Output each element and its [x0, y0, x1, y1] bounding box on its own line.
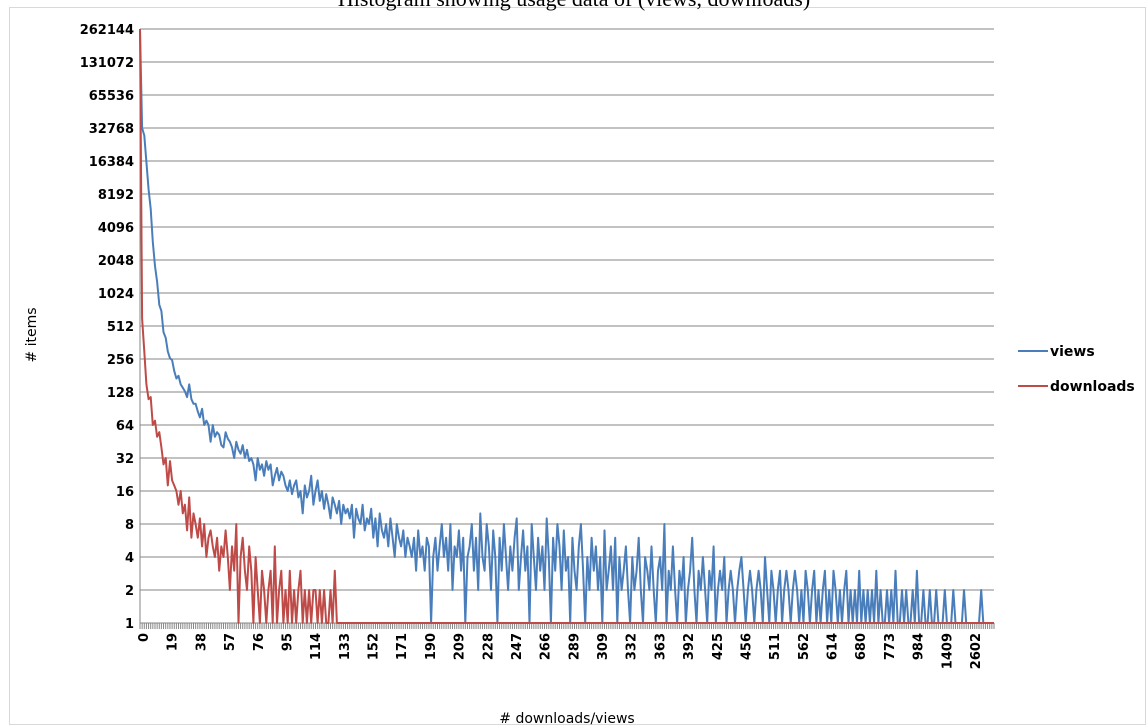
x-tick-label: 363	[653, 633, 668, 660]
y-tick-label: 1	[125, 617, 134, 632]
y-tick-label: 262144	[80, 23, 134, 38]
y-tick-label: 2048	[98, 254, 134, 269]
x-tick-label: 984	[912, 633, 927, 660]
x-tick-label: 511	[768, 633, 783, 660]
x-tick-label: 209	[453, 633, 468, 660]
series-lines	[139, 28, 994, 624]
y-tick-label: 1024	[98, 287, 134, 302]
x-tick-label: 190	[424, 633, 439, 660]
x-axis-label: # downloads/views	[499, 711, 634, 727]
y-tick-label: 131072	[80, 56, 134, 71]
x-tick-label: 1409	[940, 633, 955, 669]
y-axis-ticks: 1 2 4 8 16 32 64 128 256 512 1024 2048 4096 8192 16384…	[80, 23, 134, 632]
y-tick-label: 32768	[89, 122, 134, 137]
y-axis-label: # items	[24, 307, 40, 362]
y-tick-label: 512	[107, 320, 134, 335]
x-tick-label: 332	[625, 633, 640, 660]
x-tick-label: 114	[309, 633, 324, 660]
x-tick-label: 171	[395, 633, 410, 660]
y-tick-label: 64	[116, 419, 134, 434]
x-tick-label: 38	[194, 633, 209, 651]
x-tick-label: 425	[711, 633, 726, 660]
x-tick-label: 289	[567, 633, 582, 660]
x-tick-label: 680	[854, 633, 869, 660]
legend-label-views: views	[1050, 344, 1095, 360]
series-line-views	[139, 28, 994, 624]
x-tick-label: 266	[539, 633, 554, 660]
x-tick-label: 614	[826, 633, 841, 660]
y-tick-label: 4	[125, 551, 134, 566]
y-tick-label: 65536	[89, 89, 134, 104]
x-tick-label: 247	[510, 633, 525, 660]
y-tick-label: 8192	[98, 188, 134, 203]
x-tick-label: 2602	[969, 633, 984, 669]
y-tick-label: 16384	[89, 155, 134, 170]
chart-frame	[9, 7, 1146, 725]
legend-label-downloads: downloads	[1050, 379, 1135, 395]
y-tick-label: 128	[107, 386, 134, 401]
x-axis-ticks: 0 19 38 57 76 95 114 133 152 171 190 209 228 247 266 28…	[137, 633, 984, 669]
x-tick-label: 133	[338, 633, 353, 660]
x-tick-label: 392	[682, 633, 697, 660]
legend: views downloads	[1018, 344, 1135, 395]
x-tick-label: 456	[739, 633, 754, 660]
series-line-downloads	[139, 28, 397, 624]
x-tick-label: 562	[797, 633, 812, 660]
x-tick-label: 95	[280, 633, 295, 651]
x-tick-label: 309	[596, 633, 611, 660]
x-tick-label: 57	[223, 633, 238, 651]
y-tick-label: 4096	[98, 221, 134, 236]
chart-title: Histogram showing usage data of (views, …	[0, 0, 1148, 12]
x-tick-label: 19	[166, 633, 181, 651]
x-tick-label: 76	[252, 633, 267, 651]
x-tick-label: 228	[481, 633, 496, 660]
y-tick-label: 256	[107, 353, 134, 368]
gridlines	[139, 28, 995, 629]
x-tick-label: 0	[137, 633, 152, 642]
x-tick-label: 152	[367, 633, 382, 660]
y-tick-label: 32	[116, 452, 134, 467]
y-tick-label: 2	[125, 584, 134, 599]
y-tick-label: 16	[116, 485, 134, 500]
y-tick-label: 8	[125, 518, 134, 533]
x-tick-label: 773	[883, 633, 898, 660]
